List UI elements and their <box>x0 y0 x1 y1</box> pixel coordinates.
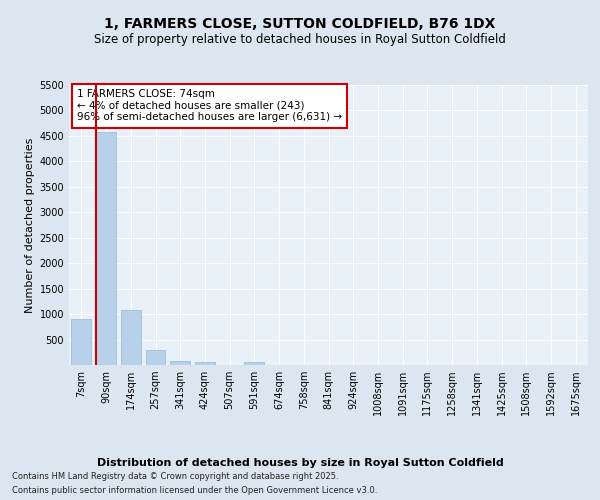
Text: Contains HM Land Registry data © Crown copyright and database right 2025.: Contains HM Land Registry data © Crown c… <box>12 472 338 481</box>
Text: Distribution of detached houses by size in Royal Sutton Coldfield: Distribution of detached houses by size … <box>97 458 503 468</box>
Bar <box>244 362 264 365</box>
Y-axis label: Number of detached properties: Number of detached properties <box>25 138 35 312</box>
Text: 1 FARMERS CLOSE: 74sqm
← 4% of detached houses are smaller (243)
96% of semi-det: 1 FARMERS CLOSE: 74sqm ← 4% of detached … <box>77 89 342 122</box>
Bar <box>146 350 166 365</box>
Bar <box>96 132 116 365</box>
Text: 1, FARMERS CLOSE, SUTTON COLDFIELD, B76 1DX: 1, FARMERS CLOSE, SUTTON COLDFIELD, B76 … <box>104 18 496 32</box>
Text: Size of property relative to detached houses in Royal Sutton Coldfield: Size of property relative to detached ho… <box>94 32 506 46</box>
Bar <box>195 362 215 365</box>
Bar <box>121 310 140 365</box>
Bar <box>71 319 91 365</box>
Bar <box>170 361 190 365</box>
Text: Contains public sector information licensed under the Open Government Licence v3: Contains public sector information licen… <box>12 486 377 495</box>
